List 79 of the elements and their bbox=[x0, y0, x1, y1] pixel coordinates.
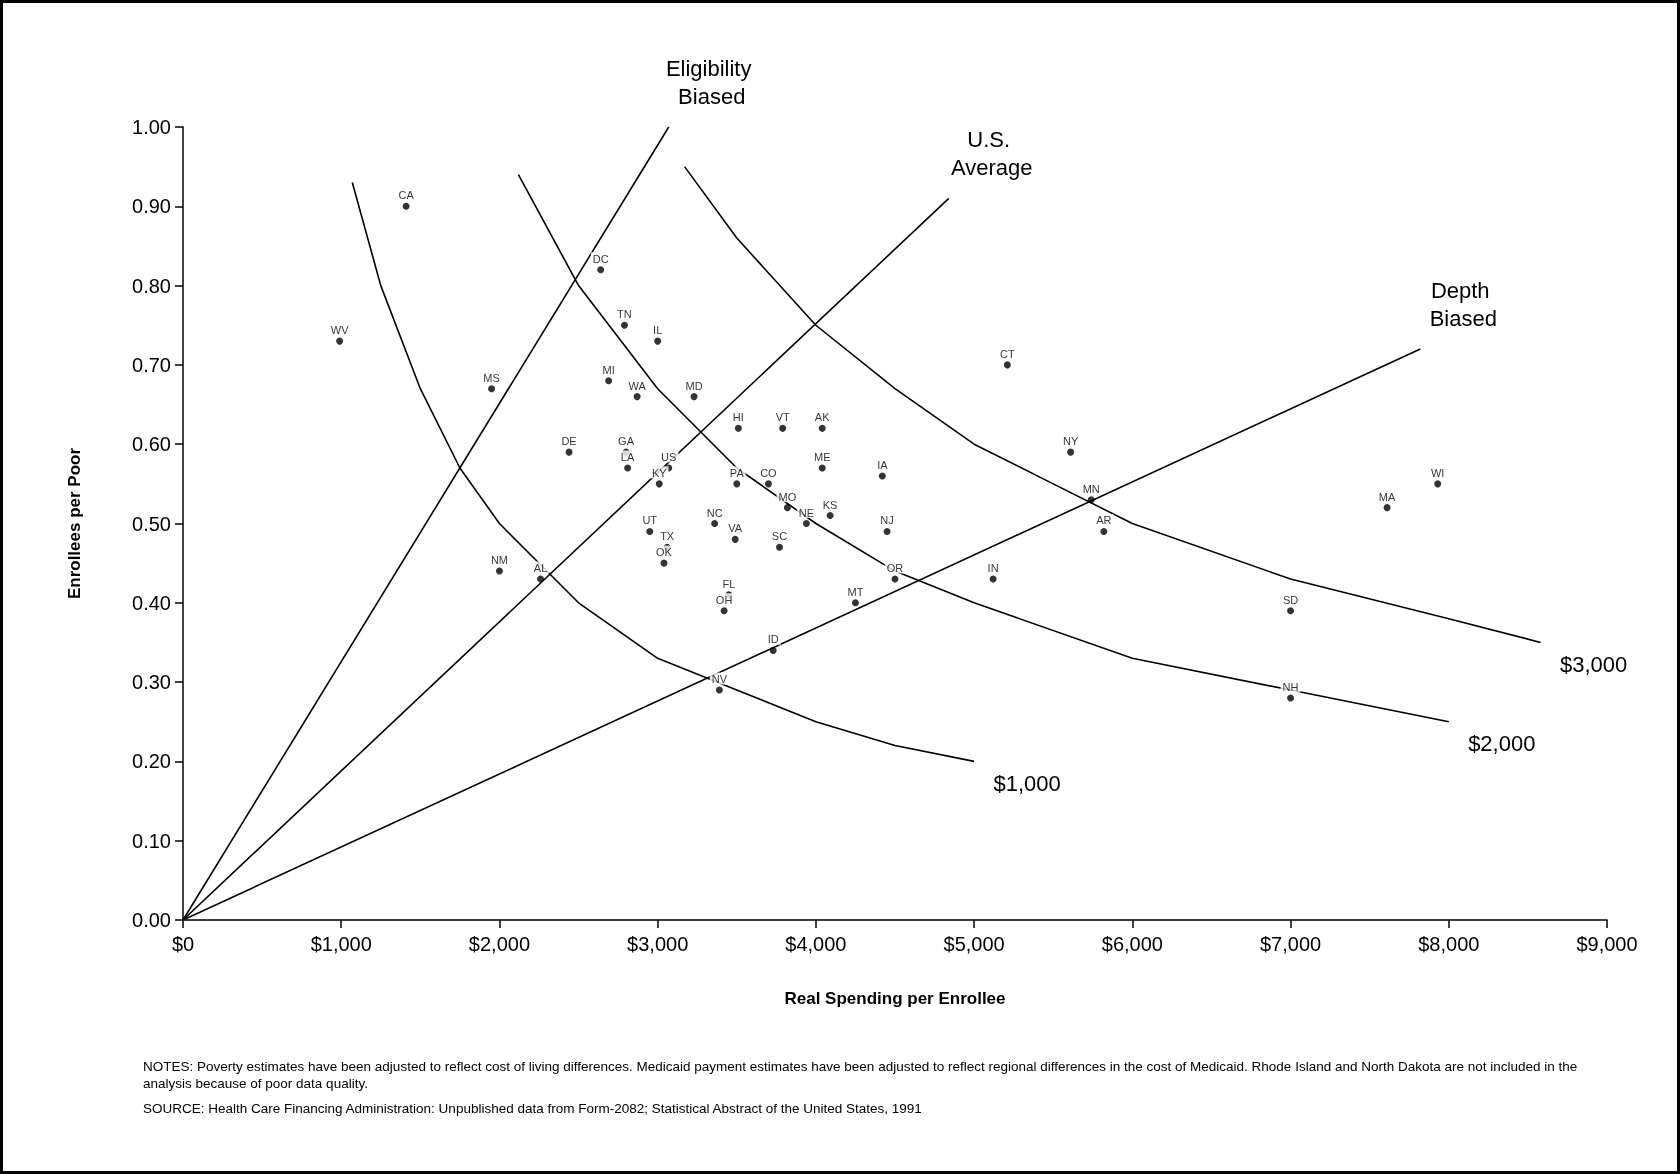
x-tick-label: $1,000 bbox=[310, 933, 372, 955]
data-label: AL bbox=[533, 562, 548, 575]
x-tick-label: $8,000 bbox=[1418, 933, 1480, 955]
x-axis-title: Real Spending per Enrollee bbox=[784, 989, 1006, 1008]
x-tick-label: $5,000 bbox=[943, 933, 1005, 955]
data-label: WI bbox=[1430, 466, 1445, 479]
x-tick-label: $7,000 bbox=[1259, 933, 1322, 955]
x-tick-label: $3,000 bbox=[627, 933, 689, 955]
data-label: CT bbox=[1000, 347, 1015, 360]
text: NOTES: Poverty estimates have been adjusted to reflect cost of living differences. Medicaid payment estimates have been adjusted to reflect regional differences in the cost of Medicaid. Rhode Island and North Dakota are not included in the analysis because of poor data quality. bbox=[143, 1058, 1579, 1092]
data-label: DE bbox=[561, 435, 577, 448]
data-label: GA bbox=[618, 435, 635, 448]
data-label: WA bbox=[628, 379, 647, 392]
data-label: US bbox=[661, 450, 677, 463]
data-label: MD bbox=[685, 379, 703, 392]
data-label: IN bbox=[987, 562, 999, 575]
y-tick-label: 0.70 bbox=[132, 353, 171, 376]
y-tick-label: 0.30 bbox=[132, 671, 171, 694]
data-label: MI bbox=[602, 363, 615, 376]
y-tick-label: 0.20 bbox=[132, 750, 171, 773]
x-tick-label: $2,000 bbox=[468, 933, 531, 955]
data-label: ID bbox=[767, 633, 779, 646]
data-label: MN bbox=[1082, 482, 1100, 495]
series-label: Eligibility Biased bbox=[665, 55, 758, 109]
data-label: MO bbox=[778, 490, 797, 503]
x-tick-label: $6,000 bbox=[1101, 933, 1163, 955]
data-label: NH bbox=[1282, 680, 1299, 693]
y-tick-label: 0.90 bbox=[132, 195, 171, 218]
data-label: PA bbox=[729, 466, 745, 479]
data-label: SD bbox=[1282, 593, 1299, 606]
data-label: KY bbox=[651, 466, 668, 479]
series-label: $2,000 bbox=[1468, 731, 1536, 757]
data-label: WV bbox=[330, 324, 350, 337]
data-label: CO bbox=[760, 466, 778, 479]
data-label: NE bbox=[798, 506, 815, 519]
data-label: FL bbox=[722, 577, 736, 590]
data-label: NC bbox=[706, 506, 723, 519]
data-label: NY bbox=[1062, 435, 1079, 448]
data-label: LA bbox=[620, 450, 635, 463]
data-label: MA bbox=[1378, 490, 1396, 503]
data-label: OR bbox=[886, 562, 904, 575]
data-label: MT bbox=[847, 585, 864, 598]
y-tick-label: 0.60 bbox=[132, 433, 171, 456]
data-label: CA bbox=[398, 189, 415, 202]
series-label: $3,000 bbox=[1559, 651, 1628, 677]
data-label: OH bbox=[715, 593, 733, 606]
y-tick-label: 1.00 bbox=[132, 116, 171, 138]
y-tick-label: 0.40 bbox=[132, 591, 171, 614]
data-label: MS bbox=[483, 371, 500, 384]
data-label: DC bbox=[592, 252, 609, 265]
series-label: $1,000 bbox=[993, 770, 1061, 796]
source-note: SOURCE: Health Care Financing Administration: Unpublished data from Form-2082; Statistical Abstract of the United States, 1991 bbox=[143, 1100, 923, 1117]
y-tick-label: 0.10 bbox=[132, 829, 171, 852]
data-label: AK bbox=[814, 411, 831, 424]
data-label: IA bbox=[877, 458, 889, 471]
series-label: Depth Biased bbox=[1429, 277, 1497, 331]
y-axis-title: Enrollees per Poor bbox=[65, 447, 84, 600]
y-tick-label: 0.80 bbox=[132, 274, 171, 297]
data-label: OK bbox=[656, 546, 673, 559]
data-label: NM bbox=[490, 554, 508, 567]
x-tick-label: $0 bbox=[171, 933, 195, 955]
data-label: SC bbox=[771, 530, 788, 543]
y-tick-label: 0.00 bbox=[132, 909, 171, 931]
series-label: U.S. Average bbox=[951, 126, 1033, 180]
data-label: VA bbox=[728, 522, 743, 535]
data-label: NJ bbox=[880, 514, 894, 527]
data-label: NV bbox=[711, 673, 728, 686]
data-label: AR bbox=[1096, 514, 1112, 527]
data-label: ME bbox=[813, 450, 831, 463]
data-label: IL bbox=[653, 324, 663, 337]
x-tick-label: $9,000 bbox=[1576, 933, 1638, 955]
data-label: UT bbox=[642, 514, 658, 527]
data-label: TX bbox=[660, 530, 675, 543]
x-tick-label: $4,000 bbox=[785, 933, 847, 955]
data-label: KS bbox=[822, 498, 838, 511]
data-label: HI bbox=[732, 411, 744, 424]
data-label: VT bbox=[775, 411, 790, 424]
data-label: TN bbox=[617, 308, 632, 321]
y-tick-label: 0.50 bbox=[132, 512, 171, 535]
